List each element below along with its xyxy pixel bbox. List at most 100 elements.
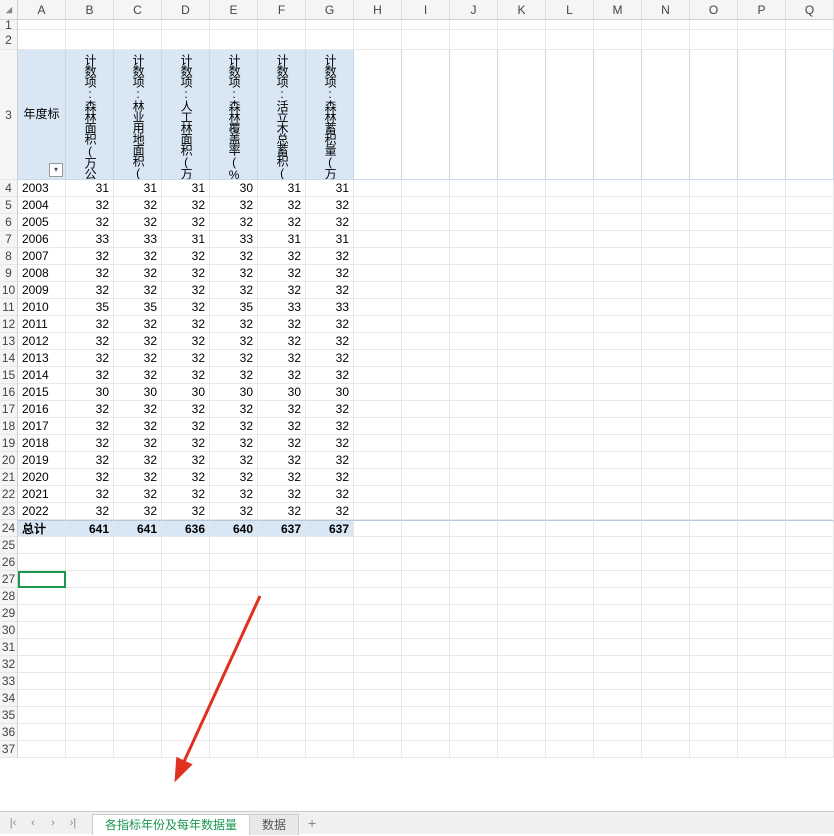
value-cell[interactable]: 33 <box>114 231 162 248</box>
row-header-37[interactable]: 37 <box>0 741 17 758</box>
value-cell[interactable]: 35 <box>210 299 258 316</box>
value-cell[interactable]: 32 <box>258 452 306 469</box>
value-cell[interactable]: 32 <box>258 316 306 333</box>
value-cell[interactable]: 32 <box>66 401 114 418</box>
total-cell[interactable]: 637 <box>306 520 354 537</box>
cells-area[interactable]: 年度标▾计数项:森林面积(万公顷)计数项:林业用地面积(万公顷)计数项:人工林面… <box>18 20 834 758</box>
value-cell[interactable]: 32 <box>258 265 306 282</box>
value-cell[interactable]: 32 <box>114 282 162 299</box>
value-cell[interactable]: 32 <box>66 197 114 214</box>
value-cell[interactable]: 32 <box>258 282 306 299</box>
value-cell[interactable]: 32 <box>258 418 306 435</box>
row-header-34[interactable]: 34 <box>0 690 17 707</box>
row-header-8[interactable]: 8 <box>0 248 17 265</box>
value-cell[interactable]: 32 <box>66 282 114 299</box>
row-header-14[interactable]: 14 <box>0 350 17 367</box>
year-cell[interactable]: 2004 <box>18 197 66 214</box>
value-cell[interactable]: 32 <box>114 401 162 418</box>
year-cell[interactable]: 2015 <box>18 384 66 401</box>
value-cell[interactable]: 32 <box>210 401 258 418</box>
year-cell[interactable]: 2014 <box>18 367 66 384</box>
value-cell[interactable]: 32 <box>210 316 258 333</box>
pivot-col-header[interactable]: 计数项:森林蓄积量(万立方米) <box>306 50 354 180</box>
value-cell[interactable]: 32 <box>114 350 162 367</box>
column-header-E[interactable]: E <box>210 0 258 19</box>
value-cell[interactable]: 32 <box>258 350 306 367</box>
value-cell[interactable]: 31 <box>162 231 210 248</box>
total-cell[interactable]: 641 <box>114 520 162 537</box>
column-header-A[interactable]: A <box>18 0 66 19</box>
value-cell[interactable]: 32 <box>162 418 210 435</box>
column-header-O[interactable]: O <box>690 0 738 19</box>
value-cell[interactable]: 32 <box>114 248 162 265</box>
value-cell[interactable]: 32 <box>162 367 210 384</box>
row-header-23[interactable]: 23 <box>0 503 17 520</box>
row-header-3[interactable]: 3 <box>0 50 17 180</box>
value-cell[interactable]: 32 <box>162 265 210 282</box>
tab-nav-prev[interactable]: ‹ <box>24 814 42 832</box>
tab-nav-last[interactable]: ›| <box>64 814 82 832</box>
value-cell[interactable]: 32 <box>210 248 258 265</box>
value-cell[interactable]: 32 <box>114 265 162 282</box>
year-cell[interactable]: 2021 <box>18 486 66 503</box>
year-cell[interactable]: 2005 <box>18 214 66 231</box>
value-cell[interactable]: 32 <box>66 248 114 265</box>
total-cell[interactable]: 640 <box>210 520 258 537</box>
value-cell[interactable]: 32 <box>66 435 114 452</box>
pivot-col-header[interactable]: 计数项:林业用地面积(万公顷) <box>114 50 162 180</box>
row-header-10[interactable]: 10 <box>0 282 17 299</box>
row-header-33[interactable]: 33 <box>0 673 17 690</box>
value-cell[interactable]: 32 <box>162 214 210 231</box>
row-header-18[interactable]: 18 <box>0 418 17 435</box>
value-cell[interactable]: 30 <box>162 384 210 401</box>
value-cell[interactable]: 32 <box>258 248 306 265</box>
value-cell[interactable]: 32 <box>306 350 354 367</box>
year-cell[interactable]: 2020 <box>18 469 66 486</box>
value-cell[interactable]: 32 <box>306 333 354 350</box>
column-header-G[interactable]: G <box>306 0 354 19</box>
value-cell[interactable]: 32 <box>210 265 258 282</box>
row-header-24[interactable]: 24 <box>0 520 17 537</box>
value-cell[interactable]: 32 <box>66 367 114 384</box>
value-cell[interactable]: 32 <box>210 503 258 520</box>
row-header-35[interactable]: 35 <box>0 707 17 724</box>
value-cell[interactable]: 31 <box>258 231 306 248</box>
row-header-26[interactable]: 26 <box>0 554 17 571</box>
value-cell[interactable]: 30 <box>258 384 306 401</box>
year-cell[interactable]: 2017 <box>18 418 66 435</box>
value-cell[interactable]: 32 <box>162 503 210 520</box>
tab-nav-next[interactable]: › <box>44 814 62 832</box>
value-cell[interactable]: 32 <box>66 316 114 333</box>
add-sheet-button[interactable]: + <box>302 815 322 831</box>
value-cell[interactable]: 32 <box>114 316 162 333</box>
value-cell[interactable]: 32 <box>210 282 258 299</box>
value-cell[interactable]: 30 <box>210 384 258 401</box>
value-cell[interactable]: 32 <box>258 333 306 350</box>
row-header-11[interactable]: 11 <box>0 299 17 316</box>
row-header-17[interactable]: 17 <box>0 401 17 418</box>
value-cell[interactable]: 32 <box>66 503 114 520</box>
row-header-12[interactable]: 12 <box>0 316 17 333</box>
value-cell[interactable]: 32 <box>162 248 210 265</box>
value-cell[interactable]: 32 <box>306 248 354 265</box>
value-cell[interactable]: 32 <box>210 452 258 469</box>
row-header-27[interactable]: 27 <box>0 571 17 588</box>
value-cell[interactable]: 32 <box>306 452 354 469</box>
value-cell[interactable]: 31 <box>114 180 162 197</box>
row-header-30[interactable]: 30 <box>0 622 17 639</box>
value-cell[interactable]: 32 <box>306 214 354 231</box>
column-header-K[interactable]: K <box>498 0 546 19</box>
row-header-28[interactable]: 28 <box>0 588 17 605</box>
year-cell[interactable]: 2008 <box>18 265 66 282</box>
pivot-col-header[interactable]: 计数项:活立木总蓄积(万立方米) <box>258 50 306 180</box>
value-cell[interactable]: 32 <box>306 418 354 435</box>
column-header-D[interactable]: D <box>162 0 210 19</box>
sheet-tab[interactable]: 各指标年份及每年数据量 <box>92 814 250 835</box>
value-cell[interactable]: 32 <box>258 197 306 214</box>
year-cell[interactable]: 2018 <box>18 435 66 452</box>
value-cell[interactable]: 30 <box>306 384 354 401</box>
value-cell[interactable]: 32 <box>162 350 210 367</box>
value-cell[interactable]: 32 <box>258 367 306 384</box>
value-cell[interactable]: 32 <box>162 333 210 350</box>
value-cell[interactable]: 32 <box>210 350 258 367</box>
